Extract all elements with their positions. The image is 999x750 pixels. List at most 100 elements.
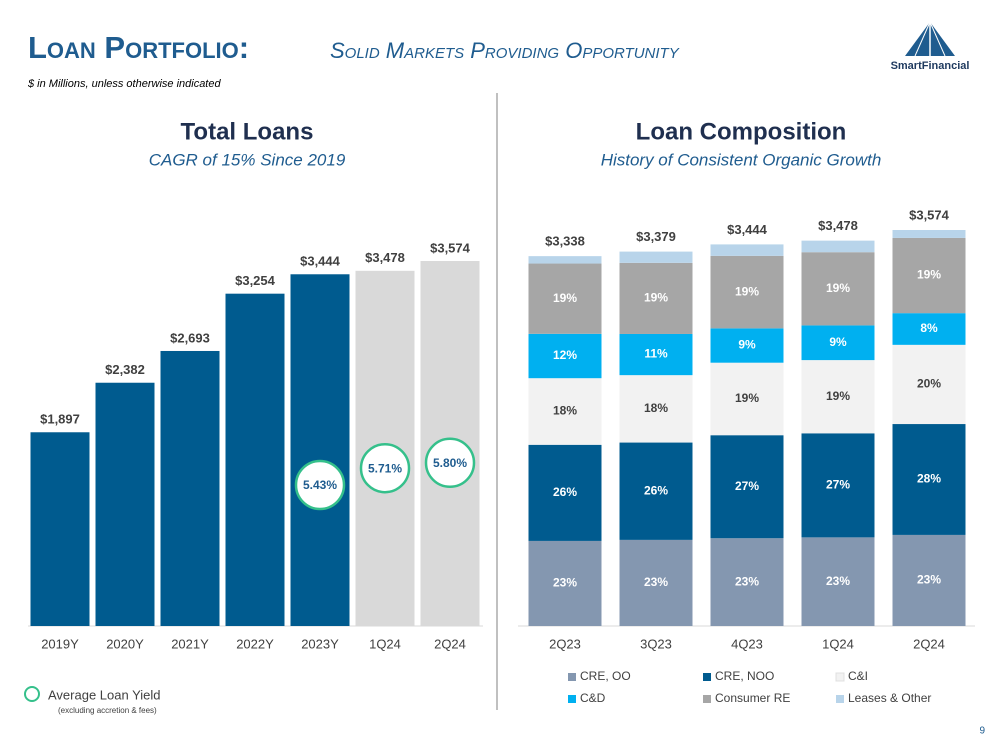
data-label: 27%	[826, 478, 850, 492]
bar-segment	[710, 244, 784, 256]
bar-segment	[528, 378, 602, 445]
data-label: $1,897	[40, 412, 80, 427]
legend-label: C&D	[580, 691, 606, 705]
bar-segment	[892, 424, 966, 535]
bar-segment	[892, 344, 966, 425]
legend-label: Leases & Other	[848, 691, 931, 705]
x-tick-label: 2019Y	[41, 636, 79, 651]
logo-line	[914, 21, 931, 57]
data-label: 27%	[735, 479, 759, 493]
data-label: 19%	[644, 291, 668, 305]
data-label: 19%	[735, 391, 759, 405]
data-label: 19%	[826, 389, 850, 403]
data-label: 19%	[735, 284, 759, 298]
yield-label: 5.80%	[433, 456, 467, 470]
logo-text: SmartFinancial	[891, 60, 970, 72]
data-label: 19%	[826, 281, 850, 295]
data-label: 23%	[917, 573, 941, 587]
bar	[95, 382, 155, 626]
legend-swatch	[568, 695, 576, 703]
logo-line	[929, 21, 946, 57]
data-label: 9%	[829, 335, 847, 349]
x-tick-label: 2Q24	[913, 636, 945, 651]
chart-subtitle: History of Consistent Organic Growth	[601, 150, 882, 169]
chart-title: Loan Composition	[636, 118, 847, 145]
yield-marker	[294, 459, 346, 511]
data-label: 23%	[553, 576, 577, 590]
data-label: $3,444	[300, 254, 341, 269]
bar	[225, 293, 285, 626]
bar-segment	[801, 433, 875, 538]
data-label: 8%	[920, 321, 938, 335]
data-label: 23%	[644, 575, 668, 589]
bar-segment	[710, 362, 784, 436]
slide-title: Loan Portfolio:	[28, 30, 249, 65]
data-label: 23%	[826, 574, 850, 588]
total-label: $3,338	[545, 234, 585, 249]
x-tick-label: 2Q24	[434, 636, 466, 651]
slide-subtitle: $ in Millions, unless otherwise indicate…	[27, 78, 221, 90]
bar-segment	[619, 539, 693, 626]
bar-segment	[801, 252, 875, 326]
x-tick-label: 2022Y	[236, 636, 274, 651]
bar	[160, 350, 220, 626]
data-label: 26%	[644, 483, 668, 497]
data-label: 26%	[553, 485, 577, 499]
bar-segment	[710, 435, 784, 539]
bar-segment	[710, 255, 784, 329]
legend-swatch	[568, 673, 576, 681]
page-number: 9	[979, 726, 985, 737]
data-label: 20%	[917, 377, 941, 391]
bar-segment	[892, 237, 966, 314]
yield-marker	[424, 437, 476, 489]
bar-segment	[801, 360, 875, 434]
total-label: $3,478	[818, 218, 858, 233]
bar-segment	[710, 328, 784, 363]
bar-segment	[619, 251, 693, 263]
x-tick-label: 4Q23	[731, 636, 763, 651]
x-tick-label: 2023Y	[301, 636, 339, 651]
yield-label: 5.71%	[368, 461, 402, 475]
bar-segment	[892, 313, 966, 345]
legend-label: CRE, OO	[580, 669, 631, 683]
data-label: 19%	[917, 268, 941, 282]
total-label: $3,444	[727, 222, 768, 237]
legend-swatch	[703, 695, 711, 703]
logo: SmartFinancial	[891, 21, 970, 72]
legend-swatch	[835, 672, 845, 682]
legend-label: C&I	[848, 669, 868, 683]
x-tick-label: 2021Y	[171, 636, 209, 651]
total-label: $3,379	[636, 229, 676, 244]
bar-segment	[892, 230, 966, 238]
bar-segment	[619, 442, 693, 540]
yield-label: 5.43%	[303, 478, 337, 492]
legend-label: Consumer RE	[715, 691, 790, 705]
slide-title-rest: Solid Markets Providing Opportunity	[330, 38, 680, 63]
bar-segment	[801, 325, 875, 361]
data-label: 23%	[735, 574, 759, 588]
bar-segment	[619, 262, 693, 334]
data-label: $3,574	[430, 240, 471, 255]
bar-segment	[528, 263, 602, 334]
legend-label: CRE, NOO	[715, 669, 774, 683]
bar	[290, 274, 350, 626]
bar-segment	[801, 240, 875, 253]
data-label: $2,693	[170, 330, 210, 345]
data-label: $3,478	[365, 250, 405, 265]
data-label: 11%	[644, 347, 668, 361]
legend-label: Average Loan Yield	[48, 687, 161, 702]
bar-segment	[710, 538, 784, 626]
bar-segment	[619, 333, 693, 376]
x-tick-label: 2020Y	[106, 636, 144, 651]
x-tick-label: 2Q23	[549, 636, 581, 651]
data-label: 19%	[553, 291, 577, 305]
data-label: 9%	[738, 338, 756, 352]
data-label: $2,382	[105, 362, 145, 377]
x-tick-label: 1Q24	[822, 636, 854, 651]
data-label: 18%	[644, 401, 668, 415]
x-tick-label: 3Q23	[640, 636, 672, 651]
chart-title: Total Loans	[181, 118, 314, 145]
total-label: $3,574	[909, 207, 950, 222]
legend-note: (excluding accretion & fees)	[58, 706, 157, 715]
